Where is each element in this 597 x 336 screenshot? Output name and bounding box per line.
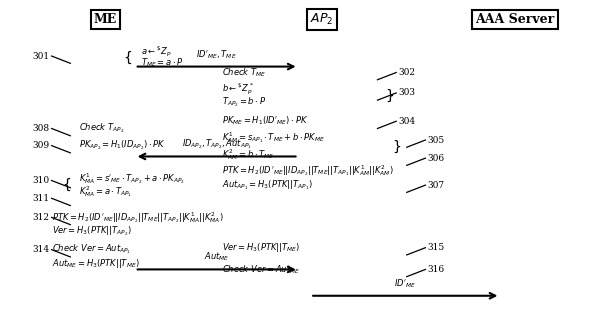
Text: 305: 305 (427, 135, 444, 144)
Text: $PTK = H_2(ID'_{ME}||ID_{AP_2}||T_{ME}||T_{AP_2}||K^1_{MA}||K^2_{MA})$: $PTK = H_2(ID'_{ME}||ID_{AP_2}||T_{ME}||… (51, 210, 223, 225)
Text: 314: 314 (33, 245, 50, 254)
Text: 309: 309 (33, 141, 50, 150)
Text: $a \leftarrow^{\$} Z_p$: $a \leftarrow^{\$} Z_p$ (140, 45, 171, 59)
Text: $ID_{AP_2}, T_{AP_2}, Aut_{AP_1}$: $ID_{AP_2}, T_{AP_2}, Aut_{AP_1}$ (181, 137, 251, 151)
Text: $Aut_{ME} = H_3(PTK||T_{ME})$: $Aut_{ME} = H_3(PTK||T_{ME})$ (51, 257, 139, 270)
Text: $Check\ T_{ME}$: $Check\ T_{ME}$ (223, 66, 267, 79)
Text: 304: 304 (398, 117, 415, 126)
Text: $Check\ Ver = Aut_{AP_1}$: $Check\ Ver = Aut_{AP_1}$ (51, 243, 131, 256)
Text: $T_{ME} = a \cdot P$: $T_{ME} = a \cdot P$ (140, 56, 183, 69)
Text: 310: 310 (33, 176, 50, 185)
Text: 302: 302 (398, 68, 415, 77)
Text: $ID'_{ME}$: $ID'_{ME}$ (394, 277, 417, 290)
Text: $\}$: $\}$ (392, 138, 401, 155)
Text: $Ver = H_3(PTK||T_{ME})$: $Ver = H_3(PTK||T_{ME})$ (223, 241, 300, 254)
Text: $K^1_{AM} = s_{AP_1} \cdot T_{ME} + b \cdot PK_{ME}$: $K^1_{AM} = s_{AP_1} \cdot T_{ME} + b \c… (223, 130, 325, 145)
Text: 312: 312 (33, 213, 50, 222)
Text: $\}$: $\}$ (385, 87, 394, 104)
Text: 315: 315 (427, 243, 444, 252)
Text: $Check\ Ver = Aut_{ME}$: $Check\ Ver = Aut_{ME}$ (223, 263, 301, 276)
Text: 311: 311 (33, 194, 50, 203)
Text: ME: ME (94, 13, 117, 26)
Text: 306: 306 (427, 154, 444, 163)
Text: $ID'_{ME}, T_{ME}$: $ID'_{ME}, T_{ME}$ (196, 48, 237, 61)
Text: $\{$: $\{$ (62, 177, 72, 193)
Text: $K^1_{MA} = s'_{ME} \cdot T_{AP_2} + a \cdot PK_{AP_2}$: $K^1_{MA} = s'_{ME} \cdot T_{AP_2} + a \… (79, 171, 185, 186)
Text: 303: 303 (398, 88, 415, 97)
Text: 308: 308 (33, 124, 50, 133)
Text: $K^2_{MA} = a \cdot T_{AP_1}$: $K^2_{MA} = a \cdot T_{AP_1}$ (79, 184, 132, 199)
Text: 307: 307 (427, 181, 444, 190)
Text: $Aut_{AP_1} = H_3(PTK||T_{AP_1})$: $Aut_{AP_1} = H_3(PTK||T_{AP_1})$ (223, 178, 313, 192)
Text: $AP_2$: $AP_2$ (310, 12, 334, 27)
Text: $\{$: $\{$ (122, 49, 132, 66)
Text: $Aut_{ME}$: $Aut_{ME}$ (204, 251, 229, 263)
Text: 301: 301 (33, 51, 50, 60)
Text: AAA Server: AAA Server (475, 13, 555, 26)
Text: $Check\ T_{AP_2}$: $Check\ T_{AP_2}$ (79, 122, 124, 135)
Text: $K^2_{AM} = b \cdot T_{ME}$: $K^2_{AM} = b \cdot T_{ME}$ (223, 147, 275, 162)
Text: $T_{AP_2} = b \cdot P$: $T_{AP_2} = b \cdot P$ (223, 95, 267, 109)
Text: $b \leftarrow^{\$} Z_p^*$: $b \leftarrow^{\$} Z_p^*$ (223, 81, 254, 97)
Text: $PTK = H_2(ID'_{ME}||ID_{AP_2}||T_{ME}||T_{AP_1}||K^1_{AM}||K^2_{AM})$: $PTK = H_2(ID'_{ME}||ID_{AP_2}||T_{ME}||… (223, 163, 394, 178)
Text: $PK_{AP_2} = H_1(ID_{AP_2}) \cdot PK$: $PK_{AP_2} = H_1(ID_{AP_2}) \cdot PK$ (79, 139, 166, 153)
Text: $PK_{ME} = H_1(ID'_{ME}) \cdot PK$: $PK_{ME} = H_1(ID'_{ME}) \cdot PK$ (223, 115, 309, 127)
Text: $Ver = H_3(PTK||T_{AP_2})$: $Ver = H_3(PTK||T_{AP_2})$ (51, 224, 131, 238)
Text: 316: 316 (427, 265, 444, 274)
